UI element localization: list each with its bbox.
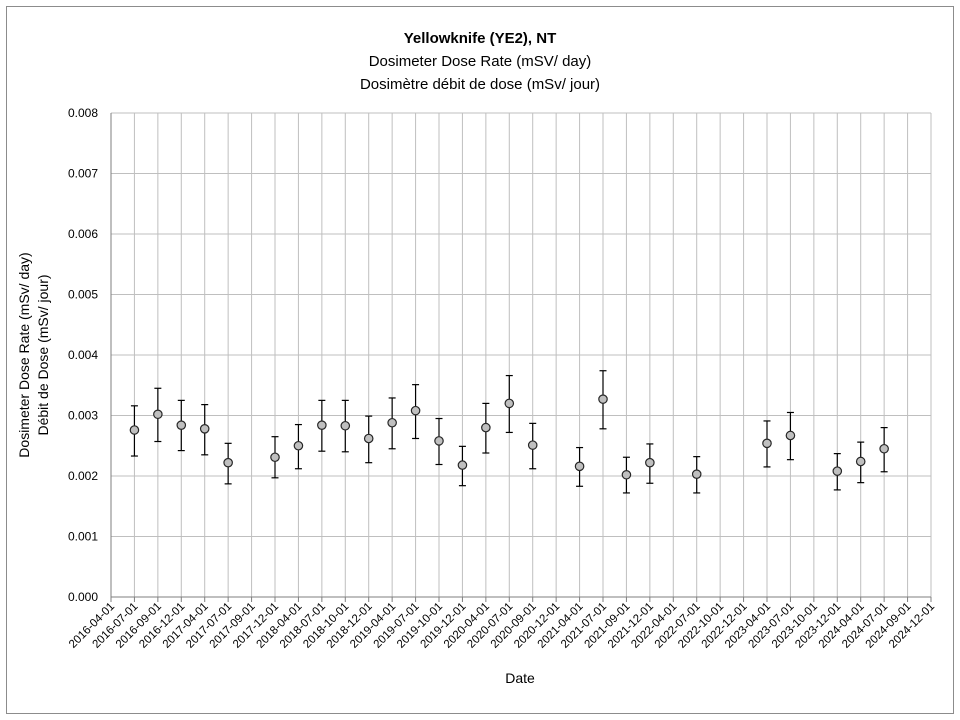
data-point [410, 405, 421, 416]
y-tick-label: 0.000 [68, 590, 98, 604]
y-tick-label: 0.001 [68, 530, 98, 544]
data-point [153, 409, 163, 420]
data-point [504, 398, 515, 409]
x-tick-labels: 2016-04-012016-07-012016-09-012016-12-01… [67, 601, 937, 651]
data-point [434, 436, 444, 446]
y-axis-label-fr: Débit de Dose (mSv/ jour) [35, 274, 51, 435]
y-tick-label: 0.003 [68, 409, 98, 423]
chart-subtitle-fr: Dosimètre débit de dose (mSv/ jour) [360, 76, 600, 93]
data-point [527, 440, 538, 450]
axis-layer [110, 113, 932, 602]
data-point [129, 425, 140, 435]
data-point [879, 443, 889, 454]
data-point [855, 456, 866, 467]
data-point [340, 420, 351, 431]
chart-frame [6, 6, 954, 714]
data-point [481, 422, 491, 433]
data-point [387, 417, 397, 428]
data-point [223, 457, 233, 468]
y-tick-label: 0.004 [68, 348, 98, 362]
data-point [199, 424, 210, 434]
y-tick-label: 0.006 [68, 227, 98, 241]
data-point [691, 469, 702, 479]
y-tick-label: 0.005 [68, 288, 98, 302]
y-tick-labels: 0.000 0.001 0.002 0.003 0.004 0.005 0.006 0.007… [68, 106, 98, 604]
x-axis-label: Date [505, 670, 535, 686]
grid-layer [111, 112, 932, 597]
data-point [317, 420, 327, 430]
data-points [129, 394, 889, 480]
data-point [574, 461, 585, 472]
data-point [598, 394, 608, 404]
y-tick-label: 0.008 [68, 106, 98, 120]
data-point [621, 469, 632, 480]
data-point [363, 433, 374, 444]
data-point [270, 452, 280, 463]
data-point [785, 430, 796, 441]
data-point [762, 438, 772, 449]
y-axis-label-en: Dosimeter Dose Rate (mSv/ day) [16, 252, 32, 457]
data-point [176, 420, 187, 430]
data-point [293, 440, 304, 451]
y-tick-label: 0.002 [68, 469, 98, 483]
data-point [457, 460, 468, 470]
chart-title: Yellowknife (YE2), NT [404, 30, 557, 47]
y-tick-label: 0.007 [68, 167, 98, 181]
data-point [832, 466, 843, 476]
data-point [645, 457, 655, 468]
chart-subtitle-en: Dosimeter Dose Rate (mSV/ day) [369, 53, 592, 70]
